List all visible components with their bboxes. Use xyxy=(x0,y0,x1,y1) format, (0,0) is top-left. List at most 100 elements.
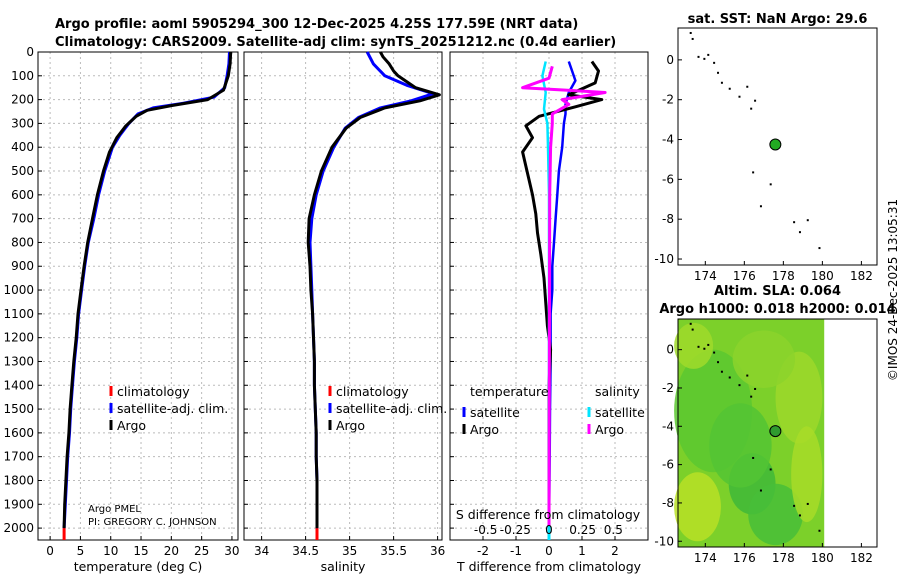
x-tick-label: 15 xyxy=(133,544,148,558)
y-tick-label: 300 xyxy=(11,116,34,130)
island-marker xyxy=(689,31,692,34)
island-marker xyxy=(728,376,731,379)
y-tick-label: 900 xyxy=(11,259,34,273)
secondary-x-tick-label: -0.5 xyxy=(474,523,497,537)
x-axis-label: salinity xyxy=(321,559,366,574)
axes-frame xyxy=(243,51,443,541)
y-tick-label: -10 xyxy=(654,252,674,266)
sla-map-panel: 174 176 178 180 182 0 -2 -4 -6 -8 -10 Altim. SLA: 0… xyxy=(654,284,895,565)
sla-field-patch xyxy=(709,403,772,488)
y-tick-label: -6 xyxy=(662,458,674,472)
y-tick-label: -4 xyxy=(662,419,674,433)
sst-map-panel: 174 176 178 180 182 0 -2 -4 -6 -8 -10 sat. SST: NaN… xyxy=(654,12,878,283)
y-tick-label: 600 xyxy=(11,188,34,202)
y-tick-label: 700 xyxy=(11,212,34,226)
island-marker xyxy=(752,171,755,174)
y-tick-label: 1800 xyxy=(3,473,34,487)
legend-header-salinity: salinity xyxy=(595,384,640,399)
island-marker xyxy=(793,504,796,507)
island-marker xyxy=(697,345,700,348)
island-marker xyxy=(798,231,801,234)
island-marker xyxy=(720,81,723,84)
sla-field-patch xyxy=(732,330,796,388)
island-marker xyxy=(713,61,716,64)
y-tick-label: 100 xyxy=(11,69,34,83)
x-tick-label: 34 xyxy=(254,544,269,558)
island-marker xyxy=(728,87,731,90)
legend-label: Argo xyxy=(336,418,365,433)
island-marker xyxy=(793,221,796,224)
x-tick-label: 182 xyxy=(850,269,873,283)
x-tick-label: 5 xyxy=(77,544,85,558)
x-tick-label: 20 xyxy=(164,544,179,558)
y-tick-label: 0 xyxy=(26,45,34,59)
series-line-s-argo xyxy=(521,65,607,529)
y-tick-label: -10 xyxy=(654,534,674,548)
island-marker xyxy=(691,328,694,331)
island-marker xyxy=(691,37,694,40)
island-marker xyxy=(769,468,772,471)
island-marker xyxy=(759,489,762,492)
island-marker xyxy=(697,55,700,58)
y-tick-label: 400 xyxy=(11,140,34,154)
difference-profile-panel: -2 -1 0 1 2T difference from climatology temp… xyxy=(449,51,649,574)
legend-label: climatology xyxy=(336,384,409,399)
sla-field-patch xyxy=(674,472,721,542)
x-tick-label: 176 xyxy=(733,551,756,565)
credit-line2: PI: GREGORY C. JOHNSON xyxy=(88,517,217,528)
y-tick-label: -6 xyxy=(662,172,674,186)
y-tick-label: -2 xyxy=(662,381,674,395)
island-marker xyxy=(769,183,772,186)
legend-label: satellite xyxy=(595,405,645,420)
salinity-profile-panel: 34 34.5 35 35.5 36 salinity climatology satelli… xyxy=(243,51,447,574)
x-tick-label: 182 xyxy=(850,551,873,565)
axes-frame xyxy=(37,51,239,541)
x-tick-label: 174 xyxy=(694,269,717,283)
map-title: Argo h1000: 0.018 h2000: 0.014 xyxy=(659,302,895,317)
sla-field-patch xyxy=(674,322,714,369)
island-marker xyxy=(750,395,753,398)
float-position-marker xyxy=(769,425,782,438)
x-tick-label: 25 xyxy=(194,544,209,558)
x-tick-label: 0 xyxy=(46,544,54,558)
legend-label: Argo xyxy=(470,422,499,437)
x-tick-label: 35.5 xyxy=(380,544,407,558)
secondary-x-axis-label: S difference from climatology xyxy=(456,507,641,522)
figure-title-line2: Climatology: CARS2009. Satellite-adj cli… xyxy=(55,35,616,50)
island-marker xyxy=(759,205,762,208)
legend-label: climatology xyxy=(117,384,190,399)
imos-stamp: ©IMOS 24-Dec-2025 13:05:31 xyxy=(886,199,900,381)
island-marker xyxy=(754,99,757,102)
legend-label: satellite-adj. clim. xyxy=(336,401,447,416)
float-position-marker xyxy=(769,138,782,151)
island-marker xyxy=(738,384,741,387)
x-tick-label: 36 xyxy=(430,544,445,558)
y-tick-label: 1300 xyxy=(3,354,34,368)
x-tick-label: 1 xyxy=(578,544,586,558)
sla-field-patch xyxy=(791,426,823,523)
island-marker xyxy=(818,247,821,250)
legend-label: Argo xyxy=(117,418,146,433)
island-marker xyxy=(746,374,749,377)
map-frame xyxy=(677,318,878,548)
map-frame xyxy=(677,27,878,266)
y-tick-label: 800 xyxy=(11,235,34,249)
y-tick-label: 1100 xyxy=(3,307,34,321)
y-tick-label: -2 xyxy=(662,93,674,107)
y-tick-label: -4 xyxy=(662,133,674,147)
island-marker xyxy=(717,361,720,364)
x-tick-label: 10 xyxy=(103,544,118,558)
island-marker xyxy=(738,95,741,98)
y-tick-label: 1500 xyxy=(3,402,34,416)
x-tick-label: 35 xyxy=(342,544,357,558)
y-tick-label: 0 xyxy=(666,343,674,357)
island-marker xyxy=(703,347,706,350)
legend-header-temperature: temperature xyxy=(470,384,549,399)
island-marker xyxy=(707,343,710,346)
temperature-profile-panel: 0 5 10 15 20 25 300100200300400500600700800900… xyxy=(3,45,239,574)
sla-no-data-region xyxy=(824,319,877,547)
island-marker xyxy=(717,71,720,74)
y-tick-label: -8 xyxy=(662,212,674,226)
x-tick-label: -1 xyxy=(510,544,522,558)
